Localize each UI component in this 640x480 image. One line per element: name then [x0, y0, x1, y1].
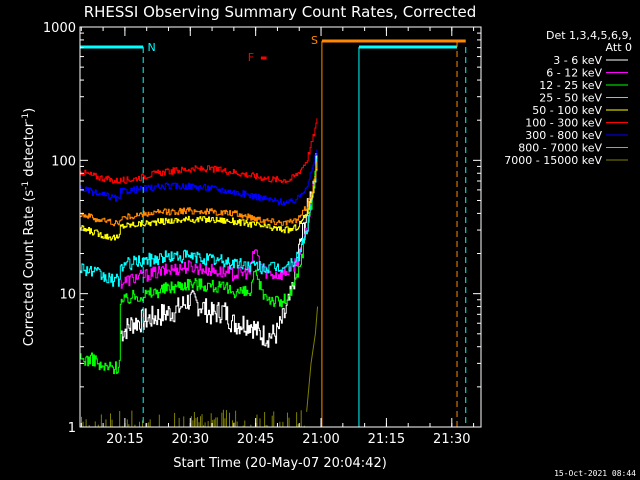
plot-frame — [79, 26, 482, 428]
legend-entry-label: 100 - 300 keV — [525, 117, 602, 130]
legend-entry-label: 300 - 800 keV — [525, 129, 602, 142]
x-tick-label: 21:00 — [302, 432, 339, 447]
x-tick-label: 20:45 — [237, 432, 274, 447]
series-3-6-kev — [120, 153, 318, 348]
y-tick-label: 100 — [51, 154, 76, 169]
plot-area: N F S — [79, 34, 467, 427]
legend-header-line1: Det 1,3,4,5,6,9, — [546, 29, 632, 42]
y-axis-label: Corrected Count Rate (s-1 detector-1) — [21, 108, 37, 346]
annotation-f: F — [248, 51, 254, 64]
y-axis: 1 10 100 1000 — [43, 21, 481, 436]
legend-entry-label: 50 - 100 keV — [532, 104, 602, 117]
series-300-800-kev — [80, 149, 318, 206]
legend-entry-label: 800 - 7000 keV — [518, 142, 602, 155]
annotation-n: N — [148, 41, 156, 54]
legend-entry-label: 25 - 50 keV — [539, 92, 602, 105]
series-800-7000-kev — [80, 161, 318, 227]
y-axis-label-mid: detector — [22, 121, 37, 181]
generation-timestamp: 15-Oct-2021 08:44 — [554, 469, 636, 478]
x-tick-label: 20:30 — [172, 432, 209, 447]
series-12-25-kev — [80, 163, 318, 375]
y-axis-label-sup2: -1 — [21, 113, 31, 122]
y-axis-label-main: Corrected Count Rate (s — [22, 190, 37, 347]
chart-title: RHESSI Observing Summary Count Rates, Co… — [84, 3, 477, 21]
series-25-50-kev — [80, 156, 318, 287]
x-tick-label: 20:15 — [106, 432, 143, 447]
y-tick-label: 1000 — [43, 21, 76, 36]
legend-entry-label: 3 - 6 keV — [553, 54, 602, 67]
x-tick-label: 21:15 — [368, 432, 405, 447]
y-axis-label-sup1: -1 — [21, 181, 31, 190]
x-axis: 20:15 20:30 20:45 21:00 21:15 21:30 — [80, 27, 475, 447]
legend-entry-label: 6 - 12 keV — [546, 67, 602, 80]
y-tick-label: 1 — [68, 421, 76, 436]
series-50-100-kev — [80, 161, 318, 241]
series-100-300-kev — [80, 118, 318, 184]
x-axis-label: Start Time (20-May-07 20:04:42) — [173, 456, 387, 471]
annotation-s: S — [311, 34, 318, 47]
series-7000-15000-kev — [79, 306, 319, 427]
x-tick-label: 21:30 — [433, 432, 470, 447]
y-tick-label: 10 — [59, 288, 76, 303]
legend-header-line2: Att 0 — [606, 41, 632, 54]
legend-entry-label: 7000 - 15000 keV — [504, 154, 602, 167]
y-axis-label-end: ) — [22, 108, 37, 113]
series-7000-15000-kev-rise — [306, 306, 319, 412]
legend-entry-label: 12 - 25 keV — [539, 79, 602, 92]
